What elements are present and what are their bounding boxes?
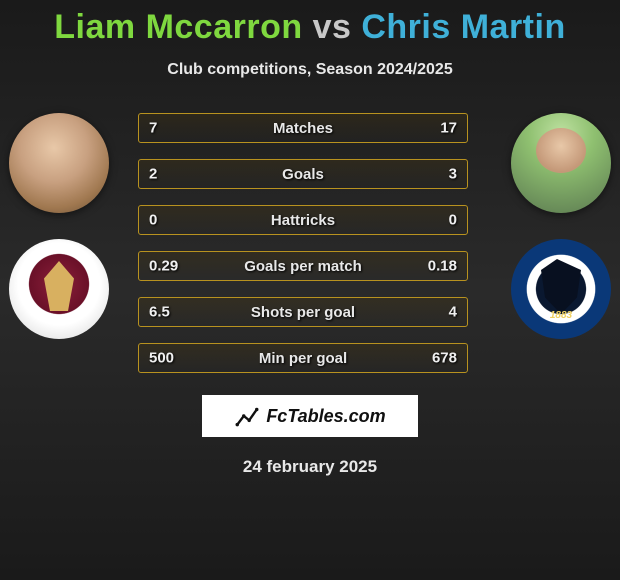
stat-label: Goals [139,166,467,183]
stat-value-right: 0.18 [428,258,457,275]
watermark-text: FcTables.com [266,406,385,427]
stat-label: Goals per match [139,258,467,275]
comparison-title: Liam Mccarron vs Chris Martin [0,8,620,47]
stat-value-left: 0 [149,212,157,229]
vs-separator: vs [313,8,352,46]
stat-row: 500 Min per goal 678 [138,343,468,373]
player2-avatar [511,113,611,213]
stat-row: 7 Matches 17 [138,113,468,143]
stat-value-right: 0 [449,212,457,229]
stat-label: Shots per goal [139,304,467,321]
stat-value-left: 6.5 [149,304,170,321]
player2-club-crest [511,239,611,339]
stat-value-left: 2 [149,166,157,183]
player1-name: Liam Mccarron [54,8,302,46]
stat-value-right: 3 [449,166,457,183]
stat-rows: 7 Matches 17 2 Goals 3 0 Hattricks 0 0.2… [138,113,468,389]
infographic-root: Liam Mccarron vs Chris Martin Club compe… [0,0,620,477]
stat-value-left: 0.29 [149,258,178,275]
stat-label: Min per goal [139,350,467,367]
stat-row: 6.5 Shots per goal 4 [138,297,468,327]
player1-avatar [9,113,109,213]
stat-value-left: 500 [149,350,174,367]
watermark-logo-icon [234,403,260,429]
stat-label: Hattricks [139,212,467,229]
stat-label: Matches [139,120,467,137]
stat-value-left: 7 [149,120,157,137]
player2-name: Chris Martin [361,8,565,46]
stat-row: 2 Goals 3 [138,159,468,189]
comparison-body: 7 Matches 17 2 Goals 3 0 Hattricks 0 0.2… [0,113,620,383]
source-watermark: FcTables.com [202,395,418,437]
player1-club-crest [9,239,109,339]
competition-subtitle: Club competitions, Season 2024/2025 [0,61,620,79]
stat-row: 0 Hattricks 0 [138,205,468,235]
snapshot-date: 24 february 2025 [0,457,620,477]
stat-value-right: 4 [449,304,457,321]
stat-row: 0.29 Goals per match 0.18 [138,251,468,281]
stat-value-right: 17 [440,120,457,137]
stat-value-right: 678 [432,350,457,367]
